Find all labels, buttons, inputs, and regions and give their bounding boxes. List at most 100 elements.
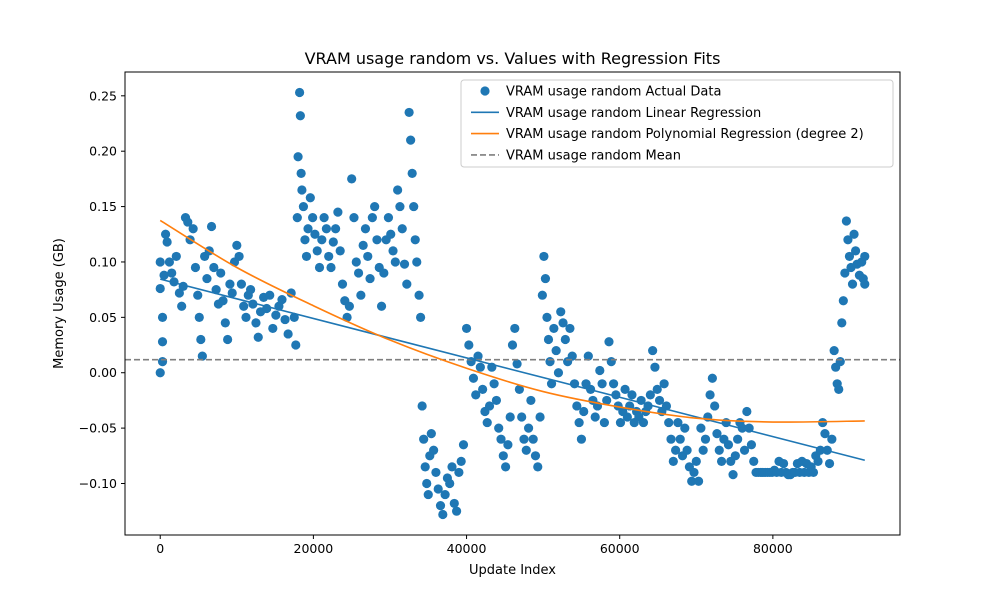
scatter-point — [473, 351, 483, 361]
scatter-point — [286, 288, 296, 298]
scatter-point — [456, 456, 466, 466]
scatter-point — [372, 235, 382, 245]
scatter-point — [280, 314, 290, 325]
scatter-point — [608, 379, 619, 389]
scatter-point — [546, 379, 557, 389]
scatter-point — [507, 340, 518, 350]
x-tick-label: 0 — [156, 541, 164, 556]
scatter-point — [447, 462, 457, 472]
scatter-point — [234, 251, 244, 262]
scatter-point — [471, 390, 481, 400]
scatter-point — [668, 456, 678, 466]
scatter-point — [324, 251, 334, 262]
scatter-point — [627, 390, 637, 400]
x-axis-label: Update Index — [469, 563, 556, 578]
scatter-point — [406, 135, 416, 145]
scatter-point — [162, 237, 172, 247]
scatter-point — [328, 237, 338, 247]
scatter-point — [730, 451, 740, 461]
scatter-point — [675, 434, 685, 444]
scatter-point — [438, 509, 448, 520]
scatter-point — [835, 357, 845, 367]
scatter-point — [673, 417, 683, 428]
scatter-point — [746, 440, 757, 450]
y-tick-label: 0.00 — [89, 365, 117, 380]
scatter-point — [321, 224, 332, 234]
scatter-point — [317, 235, 327, 245]
scatter-point — [498, 451, 508, 461]
scatter-point — [445, 478, 455, 489]
scatter-point — [414, 290, 424, 300]
scatter-point — [510, 323, 520, 334]
x-tick-label: 60000 — [600, 541, 640, 556]
scatter-point — [671, 445, 681, 455]
scatter-point — [356, 290, 366, 300]
scatter-point — [174, 288, 184, 298]
scatter-point — [393, 185, 403, 195]
scatter-point — [171, 251, 181, 262]
scatter-point — [813, 456, 823, 466]
y-tick-label: −0.10 — [79, 476, 117, 491]
scatter-point — [347, 174, 357, 184]
legend-label: VRAM usage random Polynomial Regression … — [506, 127, 864, 142]
scatter-point — [386, 229, 396, 239]
scatter-point — [680, 423, 690, 433]
scatter-point — [297, 185, 307, 195]
scatter-point — [696, 423, 706, 433]
scatter-point — [837, 318, 847, 328]
x-tick-label: 80000 — [753, 541, 793, 556]
scatter-point — [314, 262, 325, 273]
scatter-point — [468, 373, 479, 383]
scatter-point — [305, 193, 315, 203]
scatter-point — [494, 423, 504, 433]
scatter-point — [353, 268, 364, 278]
scatter-point — [333, 207, 343, 217]
scatter-point — [682, 445, 692, 455]
scatter-point — [344, 301, 354, 311]
scatter-point — [691, 456, 701, 466]
scatter-point — [183, 217, 193, 227]
legend-label: VRAM usage random Mean — [506, 148, 681, 163]
scatter-point — [167, 268, 177, 278]
y-tick-label: 0.10 — [89, 254, 117, 269]
scatter-point — [330, 224, 341, 234]
scatter-point — [409, 201, 419, 212]
scatter-point — [426, 429, 436, 439]
scatter-point — [574, 417, 584, 428]
scatter-point — [739, 445, 750, 455]
scatter-point — [560, 334, 570, 345]
scatter-point — [602, 395, 612, 406]
scatter-point — [283, 329, 293, 339]
scatter-point — [397, 224, 407, 234]
scatter-point — [778, 458, 789, 469]
scatter-point — [659, 379, 669, 389]
scatter-point — [211, 285, 221, 295]
scatter-point — [310, 229, 320, 239]
scatter-point — [253, 332, 263, 342]
scatter-point — [194, 312, 204, 322]
scatter-point — [458, 440, 469, 450]
scatter-point — [365, 273, 375, 284]
scatter-point — [268, 323, 278, 334]
scatter-point — [733, 434, 743, 444]
scatter-point — [491, 395, 502, 406]
scatter-point — [514, 384, 524, 394]
scatter-point — [292, 213, 302, 223]
scatter-point — [376, 301, 387, 311]
scatter-point — [843, 235, 853, 245]
scatter-point — [652, 384, 662, 394]
scatter-point — [293, 152, 303, 162]
scatter-point — [349, 213, 359, 223]
scatter-point — [209, 262, 219, 273]
plot-series — [125, 87, 900, 520]
scatter-point — [271, 310, 281, 320]
scatter-point — [202, 273, 212, 284]
scatter-point — [693, 476, 704, 486]
scatter-point — [689, 467, 699, 478]
scatter-point — [410, 235, 420, 245]
scatter-point — [155, 368, 165, 378]
scatter-point — [556, 307, 566, 317]
scatter-point — [431, 467, 441, 478]
scatter-point — [404, 107, 414, 118]
scatter-point — [489, 379, 499, 389]
